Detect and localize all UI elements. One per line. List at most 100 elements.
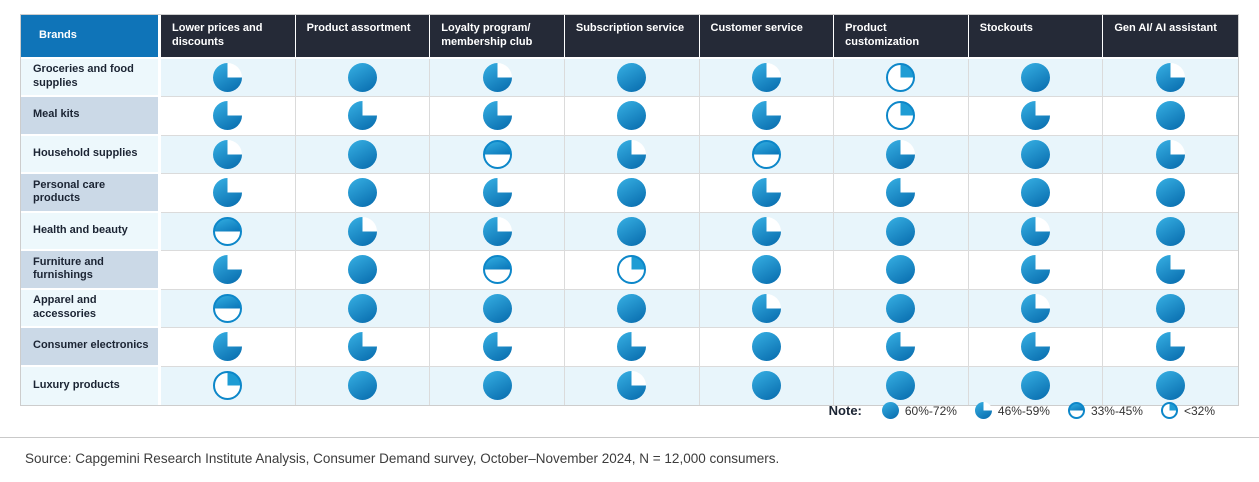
harvey-ball-quarter-icon: [213, 371, 243, 401]
matrix-cell: [1103, 366, 1238, 405]
matrix-cell: [295, 58, 431, 97]
table-row: Personal care products: [21, 174, 1238, 213]
matrix-cell: [834, 135, 969, 174]
matrix-cell: [161, 97, 296, 136]
harvey-ball-three-quarter-icon: [617, 332, 647, 362]
row-label: Personal care products: [21, 174, 161, 213]
matrix-cell: [430, 366, 565, 405]
harvey-ball-three-quarter-icon: [751, 293, 781, 323]
matrix-cell: [699, 97, 835, 136]
matrix-cell: [295, 135, 431, 174]
column-header: Loyalty program/ membership club: [430, 15, 565, 59]
harvey-ball-full-icon: [347, 293, 377, 323]
harvey-ball-full-icon: [347, 139, 377, 169]
matrix-cell: [834, 289, 969, 328]
harvey-ball-three-quarter-icon: [1156, 332, 1186, 362]
matrix-cell: [699, 58, 835, 97]
harvey-ball-three-quarter-icon: [482, 62, 512, 92]
legend-item-label: 60%-72%: [904, 403, 957, 418]
harvey-ball-full-icon: [347, 178, 377, 208]
harvey-ball-three-quarter-icon: [482, 216, 512, 246]
harvey-ball-three-quarter-icon: [617, 371, 647, 401]
harvey-ball-full-icon: [1021, 371, 1051, 401]
matrix-cell: [161, 135, 296, 174]
matrix-cell: [295, 174, 431, 213]
harvey-ball-full-icon: [886, 371, 916, 401]
harvey-ball-quarter-icon: [886, 101, 916, 131]
harvey-ball-half-icon: [751, 139, 781, 169]
legend-item: 46%-59%: [974, 402, 1050, 419]
matrix-cell: [564, 366, 700, 405]
harvey-ball-three-quarter-icon: [482, 101, 512, 131]
legend-note-label: Note:: [828, 403, 862, 418]
harvey-ball-full-icon: [1156, 293, 1186, 323]
harvey-ball-three-quarter-icon: [213, 139, 243, 169]
matrix-cell: [161, 212, 296, 251]
matrix-cell: [430, 135, 565, 174]
harvey-ball-three-quarter-icon: [482, 332, 512, 362]
brand-preference-matrix: Brands Lower prices and discounts Product…: [20, 14, 1239, 406]
matrix-cell: [1103, 174, 1238, 213]
matrix-cell: [564, 212, 700, 251]
matrix-cell: [564, 97, 700, 136]
matrix-cell: [968, 366, 1104, 405]
matrix-cell: [968, 328, 1104, 367]
harvey-ball-three-quarter-icon: [213, 101, 243, 131]
matrix-cell: [430, 58, 565, 97]
matrix-cell: [1103, 212, 1238, 251]
harvey-ball-three-quarter-icon: [617, 139, 647, 169]
legend-item-label: <32%: [1183, 403, 1215, 418]
matrix-cell: [295, 97, 431, 136]
matrix-cell: [834, 328, 969, 367]
harvey-ball-half-icon: [213, 216, 243, 246]
matrix-cell: [295, 289, 431, 328]
row-label: Furniture and furnishings: [21, 251, 161, 290]
matrix-cell: [1103, 328, 1238, 367]
matrix-cell: [564, 58, 700, 97]
harvey-ball-three-quarter-icon: [213, 255, 243, 285]
column-header: Product assortment: [295, 15, 431, 59]
matrix-cell: [968, 289, 1104, 328]
harvey-ball-full-icon: [1021, 178, 1051, 208]
row-label: Groceries and food supplies: [21, 58, 161, 97]
table-row: Consumer electronics: [21, 328, 1238, 367]
harvey-ball-full-icon: [617, 178, 647, 208]
harvey-ball-full-icon: [1021, 62, 1051, 92]
matrix-cell: [295, 212, 431, 251]
matrix-cell: [430, 174, 565, 213]
matrix-cell: [161, 289, 296, 328]
harvey-ball-full-icon: [751, 332, 781, 362]
matrix-cell: [834, 366, 969, 405]
table-row: Luxury products: [21, 366, 1238, 405]
harvey-ball-full-icon: [347, 371, 377, 401]
table-row: Furniture and furnishings: [21, 251, 1238, 290]
legend-item: <32%: [1160, 402, 1215, 419]
matrix-cell: [834, 251, 969, 290]
harvey-ball-full-icon: [482, 293, 512, 323]
harvey-ball-three-quarter-icon: [347, 101, 377, 131]
matrix-cell: [968, 212, 1104, 251]
matrix-cell: [430, 212, 565, 251]
matrix-cell: [834, 212, 969, 251]
matrix-cell: [430, 251, 565, 290]
legend-three-quarter-icon: [974, 402, 992, 419]
matrix-cell: [1103, 97, 1238, 136]
table-row: Meal kits: [21, 97, 1238, 136]
harvey-ball-three-quarter-icon: [1156, 139, 1186, 169]
table-row: Apparel and accessories: [21, 289, 1238, 328]
matrix-cell: [968, 58, 1104, 97]
matrix-cell: [699, 251, 835, 290]
legend-full-icon: [881, 402, 899, 419]
harvey-ball-full-icon: [347, 255, 377, 285]
row-label: Consumer electronics: [21, 328, 161, 367]
matrix-cell: [161, 366, 296, 405]
row-label: Meal kits: [21, 97, 161, 136]
matrix-cell: [295, 366, 431, 405]
harvey-ball-full-icon: [886, 293, 916, 323]
matrix-cell: [699, 174, 835, 213]
matrix-cell: [968, 251, 1104, 290]
matrix-cell: [834, 97, 969, 136]
legend-item-label: 33%-45%: [1090, 403, 1143, 418]
column-header: Customer service: [699, 15, 835, 59]
